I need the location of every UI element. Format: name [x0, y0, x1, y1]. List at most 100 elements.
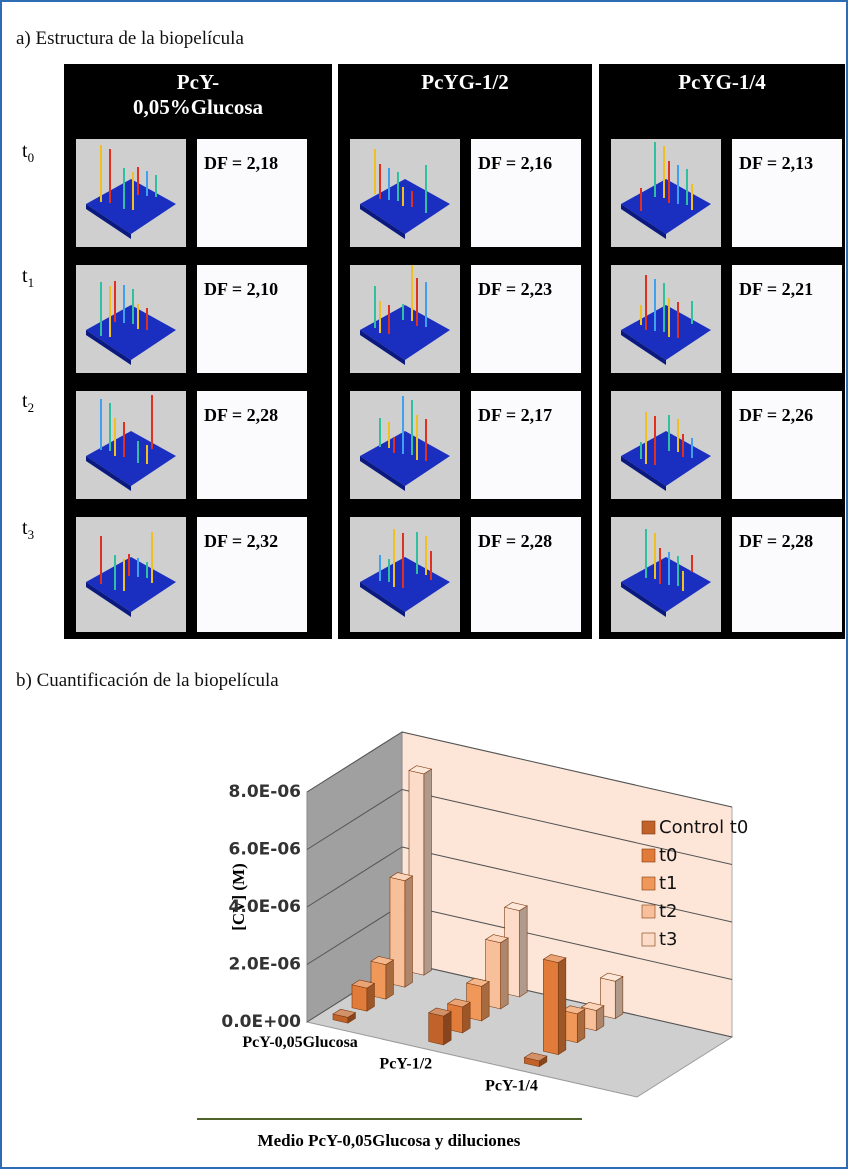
surface-plot-image [621, 412, 711, 491]
y-tick-label: 2.0E-06 [229, 955, 301, 975]
column-header: PcYG-1/4 [678, 70, 766, 94]
grid-line [401, 904, 733, 980]
surface-image [611, 391, 721, 499]
micrograph-image [732, 391, 842, 499]
surface-plot-image [621, 275, 711, 365]
micrograph-image [197, 391, 307, 499]
surface-image [76, 517, 186, 632]
surface-plot-image [621, 142, 711, 239]
bar-front [351, 984, 368, 1012]
micrograph-image [732, 517, 842, 632]
micrograph-image [197, 517, 307, 632]
legend-label: t1 [659, 873, 678, 894]
micrograph-image [471, 265, 581, 373]
surface-image [611, 139, 721, 247]
bar-top [580, 1002, 605, 1011]
x-tick-label: PcY-1/2 [379, 1056, 432, 1073]
row-subscript: 2 [27, 400, 35, 415]
bar-side [481, 981, 490, 1022]
df-label: DF = 2,28 [739, 531, 814, 551]
x-tick-label: PcY-1/4 [485, 1077, 538, 1094]
legend-swatch [641, 904, 656, 919]
row-symbol: t [22, 390, 28, 412]
bar-top [427, 1007, 452, 1017]
bar-side [423, 768, 432, 976]
df-label: DF = 2,26 [739, 405, 814, 425]
bar [427, 1007, 452, 1046]
row-subscript: 1 [27, 275, 35, 290]
legend-swatch [641, 820, 656, 835]
row-label: t2 [22, 390, 34, 416]
bar [599, 972, 624, 1020]
surface-image [611, 517, 721, 632]
grid-line [306, 731, 403, 793]
legend-label: Control t0 [659, 817, 748, 838]
y-tick-label: 4.0E-06 [229, 897, 301, 917]
column-header: PcYG-1/2 [421, 70, 509, 94]
micrograph-image [471, 391, 581, 499]
surface-image [76, 139, 186, 247]
micrograph-image [471, 517, 581, 632]
micrograph-image [732, 139, 842, 247]
legend-label: t0 [659, 845, 678, 866]
bar-top [484, 934, 509, 944]
bar [351, 979, 376, 1012]
df-label: DF = 2,23 [478, 279, 553, 299]
grid-line [401, 789, 733, 865]
row-label: t1 [22, 265, 34, 291]
bar-top [370, 956, 395, 965]
df-label: DF = 2,28 [478, 531, 553, 551]
y-tick-label: 8.0E-06 [229, 782, 301, 802]
df-label: DF = 2,18 [204, 153, 279, 173]
bar-top [523, 1052, 548, 1062]
micrograph-image [732, 265, 842, 373]
bar [332, 1008, 357, 1024]
bar-side [519, 905, 528, 998]
bar-side [385, 959, 394, 1000]
df-label: DF = 2,21 [739, 279, 814, 299]
bar-side [614, 975, 624, 1020]
y-tick-label: 6.0E-06 [229, 840, 301, 860]
surface-image [611, 265, 721, 373]
surface-plot-image [86, 145, 176, 239]
row-subscript: 3 [27, 527, 35, 542]
legend-label: t3 [659, 929, 678, 950]
grid-line [401, 961, 733, 1038]
bar-side [576, 1008, 586, 1044]
y-tick-label: 0.0E+00 [221, 1012, 301, 1032]
grid-line [306, 904, 403, 965]
surface-image [76, 265, 186, 373]
micrograph-image [197, 265, 307, 373]
surface-image [76, 391, 186, 499]
df-label: DF = 2,28 [204, 405, 279, 425]
grid-line [306, 789, 403, 850]
surface-plot-image [86, 281, 176, 365]
surface-plot-image [360, 149, 450, 239]
bar-top [408, 765, 433, 775]
df-label: DF = 2,32 [204, 531, 279, 551]
x-axis-title: Medio PcY-0,05Glucosa y diluciones [258, 1131, 521, 1150]
legend-swatch [641, 932, 656, 947]
bar-top [561, 1005, 586, 1015]
bar-top [332, 1008, 357, 1018]
df-label: DF = 2,13 [739, 153, 814, 173]
row-label: t3 [22, 517, 34, 543]
micrograph-image [471, 139, 581, 247]
surface-plot-image [360, 265, 450, 365]
row-symbol: t [22, 140, 28, 162]
bar-front [428, 1012, 444, 1046]
grid-line [401, 846, 733, 923]
bar-side [443, 1010, 452, 1046]
grid-line [401, 731, 733, 808]
bar-top [446, 998, 471, 1008]
df-label: DF = 2,17 [478, 405, 553, 425]
surface-plot-image [86, 532, 176, 617]
row-symbol: t [22, 517, 28, 539]
panel-b-title: b) Cuantificación de la biopelícula [16, 670, 279, 691]
bar-top [389, 872, 414, 882]
legend-swatch [641, 876, 656, 891]
surface-plot-image [621, 529, 711, 617]
surface-plot-image [86, 395, 176, 491]
bar-top [599, 972, 624, 982]
